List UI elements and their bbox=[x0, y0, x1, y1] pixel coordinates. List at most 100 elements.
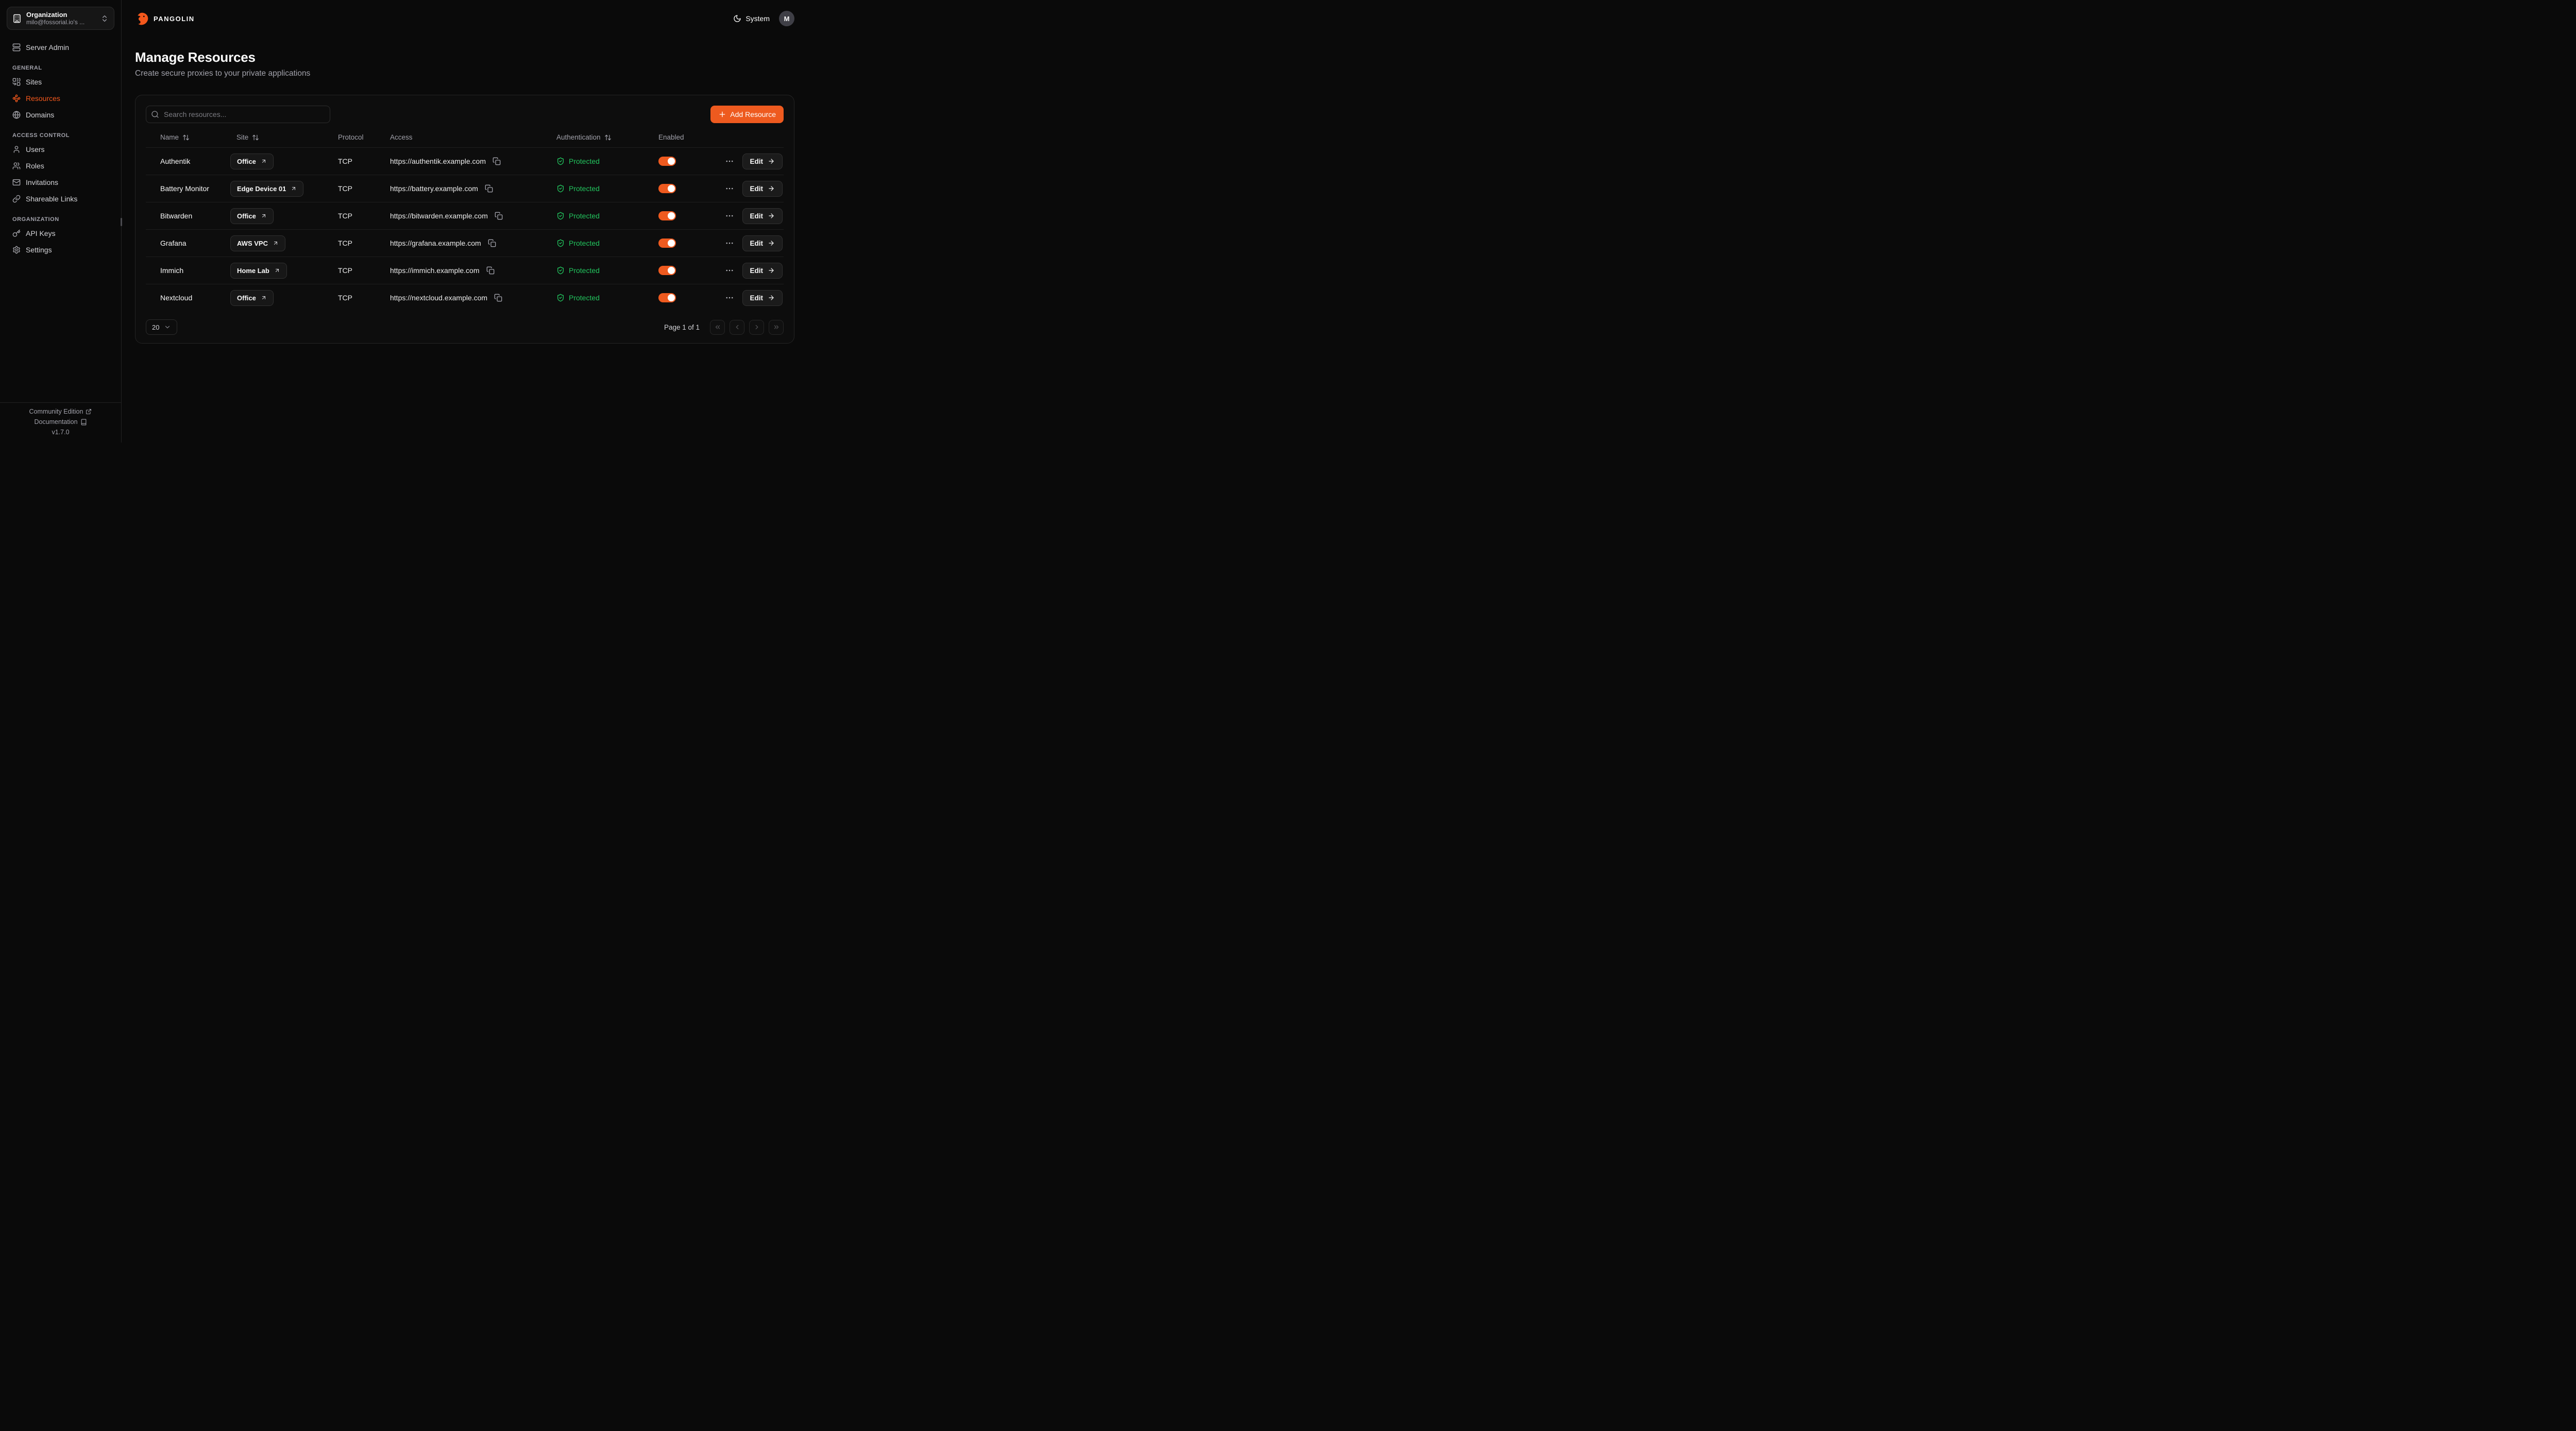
row-menu-button[interactable] bbox=[724, 292, 735, 303]
copy-icon[interactable] bbox=[493, 293, 503, 303]
edit-button[interactable]: Edit bbox=[742, 262, 783, 279]
chevron-right-icon bbox=[753, 323, 760, 331]
protocol-value: TCP bbox=[338, 157, 352, 165]
last-page-button[interactable] bbox=[769, 319, 784, 335]
authentication-status: Protected bbox=[569, 266, 600, 275]
next-page-button[interactable] bbox=[749, 319, 764, 335]
users-icon bbox=[12, 162, 21, 170]
resource-name: Grafana bbox=[160, 239, 187, 247]
sidebar: Organization milo@fossorial.io's ... Ser… bbox=[0, 0, 122, 442]
org-selector[interactable]: Organization milo@fossorial.io's ... bbox=[7, 7, 114, 30]
resources-card: Add Resource Name Site Protocol bbox=[135, 95, 794, 344]
arrow-up-right-icon bbox=[261, 295, 267, 301]
enabled-toggle[interactable] bbox=[658, 238, 676, 248]
edit-button[interactable]: Edit bbox=[742, 208, 783, 224]
row-menu-button[interactable] bbox=[724, 183, 735, 194]
resource-name: Bitwarden bbox=[160, 212, 193, 220]
sidebar-item-users[interactable]: Users bbox=[7, 141, 114, 158]
topbar-right: System M bbox=[733, 11, 794, 26]
edit-label: Edit bbox=[750, 157, 764, 165]
edit-button[interactable]: Edit bbox=[742, 153, 783, 169]
copy-icon[interactable] bbox=[485, 265, 496, 276]
toggle-knob bbox=[668, 267, 675, 274]
mail-icon bbox=[12, 178, 21, 186]
sidebar-item-invitations[interactable]: Invitations bbox=[7, 174, 114, 191]
theme-label: System bbox=[745, 14, 770, 23]
column-header-site[interactable]: Site bbox=[230, 133, 338, 141]
site-link-button[interactable]: Home Lab bbox=[230, 262, 287, 279]
site-link-button[interactable]: Office bbox=[230, 208, 274, 224]
arrow-right-icon bbox=[768, 294, 775, 301]
column-header-name[interactable]: Name bbox=[146, 133, 230, 141]
table-footer: 20 Page 1 of 1 bbox=[146, 319, 784, 335]
protected-badge: Protected bbox=[556, 239, 600, 247]
sidebar-item-sites[interactable]: Sites bbox=[7, 74, 114, 90]
edit-button[interactable]: Edit bbox=[742, 289, 783, 306]
page-size-select[interactable]: 20 bbox=[146, 319, 178, 335]
link-icon bbox=[12, 195, 21, 203]
site-name: Home Lab bbox=[237, 266, 269, 275]
edit-button[interactable]: Edit bbox=[742, 235, 783, 251]
protocol-value: TCP bbox=[338, 239, 352, 247]
site-link-button[interactable]: Office bbox=[230, 289, 274, 306]
copy-icon[interactable] bbox=[492, 156, 502, 166]
copy-icon[interactable] bbox=[494, 211, 504, 221]
toggle-knob bbox=[668, 212, 675, 219]
sidebar-resize-handle[interactable] bbox=[121, 218, 122, 226]
arrow-up-right-icon bbox=[261, 158, 267, 164]
chevrons-left-icon bbox=[714, 323, 721, 331]
enabled-toggle[interactable] bbox=[658, 293, 676, 302]
column-label: Protocol bbox=[338, 133, 364, 141]
sidebar-item-label: Resources bbox=[26, 94, 60, 103]
sort-arrows-icon bbox=[182, 134, 190, 141]
add-resource-button[interactable]: Add Resource bbox=[710, 106, 784, 123]
sidebar-item-server-admin[interactable]: Server Admin bbox=[7, 39, 114, 56]
copy-icon[interactable] bbox=[487, 238, 497, 248]
resource-name: Battery Monitor bbox=[160, 184, 209, 193]
sidebar-item-roles[interactable]: Roles bbox=[7, 158, 114, 174]
search-input[interactable] bbox=[146, 106, 330, 123]
row-menu-button[interactable] bbox=[724, 237, 735, 249]
sidebar-footer: Community Edition Documentation v1.7.0 bbox=[0, 402, 121, 442]
row-menu-button[interactable] bbox=[724, 210, 735, 222]
sidebar-item-shareable-links[interactable]: Shareable Links bbox=[7, 191, 114, 207]
sidebar-item-label: Shareable Links bbox=[26, 195, 78, 203]
sidebar-item-domains[interactable]: Domains bbox=[7, 107, 114, 123]
copy-icon[interactable] bbox=[484, 183, 494, 194]
sidebar-item-settings[interactable]: Settings bbox=[7, 242, 114, 258]
shield-check-icon bbox=[556, 294, 565, 302]
protected-badge: Protected bbox=[556, 294, 600, 302]
enabled-toggle[interactable] bbox=[658, 184, 676, 193]
arrow-right-icon bbox=[768, 240, 775, 247]
enabled-toggle[interactable] bbox=[658, 266, 676, 275]
community-edition-link[interactable]: Community Edition bbox=[0, 408, 121, 415]
site-link-button[interactable]: AWS VPC bbox=[230, 235, 285, 251]
edit-button[interactable]: Edit bbox=[742, 180, 783, 197]
first-page-button[interactable] bbox=[710, 319, 725, 335]
table-row: Nextcloud Office TCP https://nextcloud.e… bbox=[146, 284, 784, 311]
brand-name: PANGOLIN bbox=[154, 14, 195, 23]
sidebar-item-api-keys[interactable]: API Keys bbox=[7, 225, 114, 242]
enabled-toggle[interactable] bbox=[658, 157, 676, 166]
section-label-general: GENERAL bbox=[12, 65, 42, 71]
previous-page-button[interactable] bbox=[730, 319, 744, 335]
avatar[interactable]: M bbox=[779, 11, 794, 26]
column-label: Name bbox=[160, 133, 179, 141]
plus-icon bbox=[718, 110, 726, 118]
site-link-button[interactable]: Office bbox=[230, 153, 274, 169]
search-wrap bbox=[146, 106, 330, 123]
theme-toggle-button[interactable]: System bbox=[733, 14, 770, 23]
enabled-toggle[interactable] bbox=[658, 211, 676, 220]
sidebar-item-label: API Keys bbox=[26, 229, 56, 237]
sidebar-item-resources[interactable]: Resources bbox=[7, 90, 114, 107]
column-label: Enabled bbox=[658, 133, 684, 141]
row-menu-button[interactable] bbox=[724, 156, 735, 167]
column-header-authentication[interactable]: Authentication bbox=[556, 133, 652, 141]
row-menu-button[interactable] bbox=[724, 265, 735, 276]
authentication-status: Protected bbox=[569, 239, 600, 247]
site-link-button[interactable]: Edge Device 01 bbox=[230, 180, 304, 197]
documentation-link[interactable]: Documentation bbox=[0, 418, 121, 425]
authentication-status: Protected bbox=[569, 294, 600, 302]
gear-icon bbox=[12, 246, 21, 254]
chevron-down-icon bbox=[164, 323, 171, 331]
